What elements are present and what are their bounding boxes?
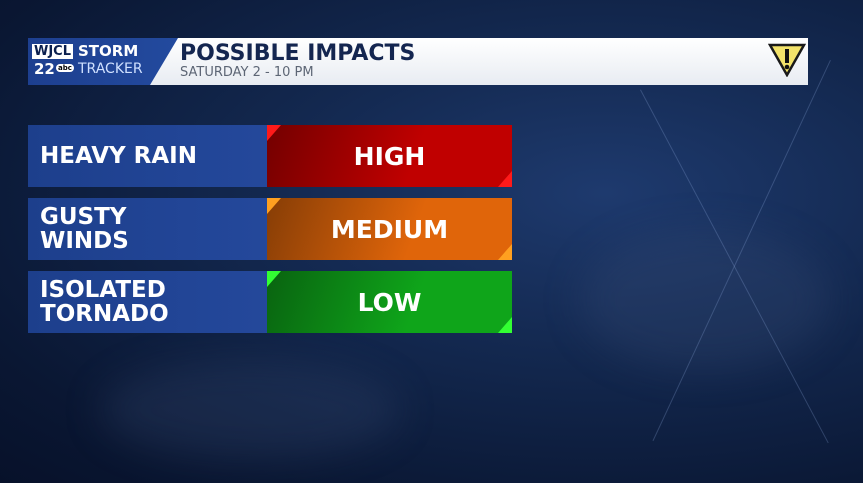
impact-level-text: HIGH	[353, 141, 426, 171]
cloud-background	[100, 360, 400, 460]
impact-level: MEDIUM	[267, 198, 512, 260]
impact-level-text: MEDIUM	[330, 214, 449, 244]
logo-brand-line2: TRACKER	[78, 61, 143, 77]
impact-level: HIGH	[267, 125, 512, 187]
hazard-label: GUSTY WINDS	[28, 198, 267, 260]
station-logo: WJCL 22 abc STORM TRACKER	[28, 38, 178, 85]
page-subtitle: SATURDAY 2 - 10 PM	[180, 65, 314, 80]
logo-brand-line1: STORM	[78, 42, 139, 60]
logo-station: WJCL	[32, 44, 74, 59]
warning-triangle-icon	[768, 43, 806, 77]
header-bar: WJCL 22 abc STORM TRACKER POSSIBLE IMPAC…	[28, 38, 808, 85]
logo-network: abc	[56, 64, 74, 72]
hazard-label: HEAVY RAIN	[28, 125, 267, 187]
impact-row: HEAVY RAIN HIGH	[28, 125, 512, 187]
logo-channel: 22	[34, 60, 55, 78]
impact-level: LOW	[267, 271, 512, 333]
title-banner: POSSIBLE IMPACTS SATURDAY 2 - 10 PM	[150, 38, 808, 85]
cloud-background	[580, 230, 830, 370]
impact-level-text: LOW	[357, 287, 422, 317]
impact-row: ISOLATED TORNADO LOW	[28, 271, 512, 333]
hazard-label: ISOLATED TORNADO	[28, 271, 267, 333]
page-title: POSSIBLE IMPACTS	[180, 41, 416, 66]
impact-row: GUSTY WINDS MEDIUM	[28, 198, 512, 260]
